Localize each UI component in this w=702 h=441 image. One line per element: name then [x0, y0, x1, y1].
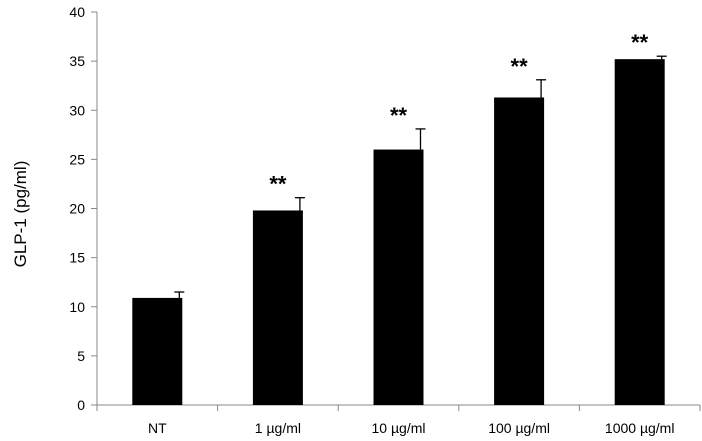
y-tick-label: 5 — [77, 348, 85, 364]
bar — [614, 59, 665, 405]
x-tick-label: 100 µg/ml — [488, 420, 550, 436]
y-tick-label: 25 — [69, 151, 85, 167]
y-tick-label: 10 — [69, 299, 85, 315]
y-tick-label: 30 — [69, 102, 85, 118]
bars — [132, 59, 665, 405]
significance-annotations: ** ** ** ** — [269, 30, 648, 196]
bar — [494, 97, 545, 405]
significance-label: ** — [269, 172, 287, 197]
y-tick-label: 0 — [77, 397, 85, 413]
significance-label: ** — [390, 103, 408, 128]
x-tick-label: 10 µg/ml — [372, 420, 426, 436]
x-axis: NT 1 µg/ml 10 µg/ml 100 µg/ml 1000 µg/ml — [96, 404, 701, 436]
x-tick-label: 1 µg/ml — [255, 420, 301, 436]
bar — [373, 149, 424, 405]
y-tick-label: 40 — [69, 4, 85, 20]
y-tick-label: 15 — [69, 250, 85, 266]
significance-label: ** — [631, 30, 649, 55]
y-axis: 0 5 10 15 20 25 30 35 40 — [69, 4, 98, 413]
y-axis-title: GLP-1 (pg/ml) — [11, 161, 30, 268]
bar — [252, 210, 303, 405]
bar — [132, 297, 183, 405]
x-tick-label: NT — [148, 420, 167, 436]
significance-label: ** — [511, 54, 529, 79]
error-bars — [174, 55, 667, 298]
y-tick-label: 20 — [69, 201, 85, 217]
x-tick-label: 1000 µg/ml — [605, 420, 675, 436]
y-tick-label: 35 — [69, 53, 85, 69]
